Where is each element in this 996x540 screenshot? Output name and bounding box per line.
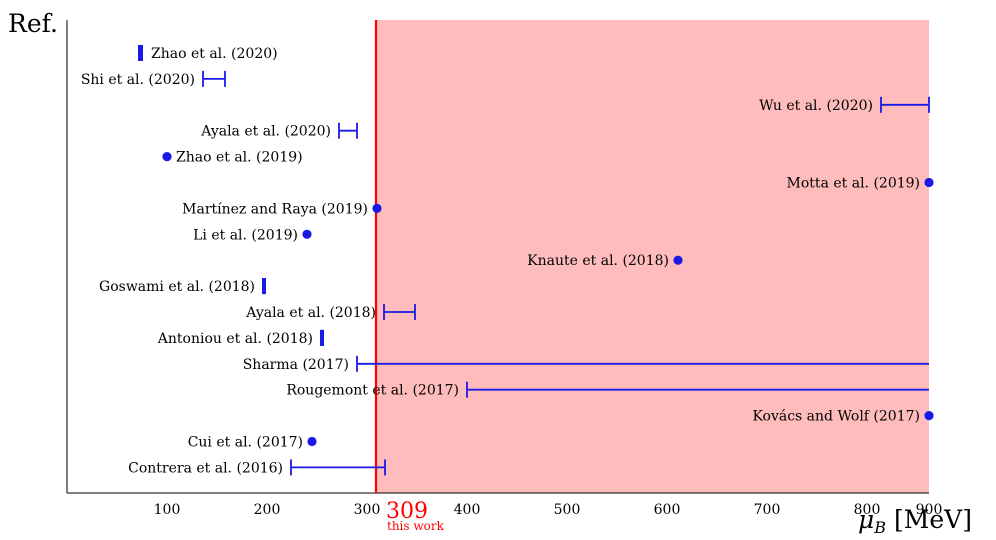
data-range-bar <box>262 278 266 295</box>
shaded-region <box>376 20 929 493</box>
entry: Martínez and Raya (2019) <box>182 201 382 217</box>
data-point <box>372 203 382 213</box>
entry: Cui et al. (2017) <box>188 435 317 451</box>
entry-label: Ayala et al. (2020) <box>200 124 331 140</box>
entry-label: Wu et al. (2020) <box>759 98 873 114</box>
entry-label: Ayala et al. (2018) <box>245 305 376 321</box>
y-axis-title: Ref. <box>8 9 58 38</box>
entry-label: Motta et al. (2019) <box>787 176 920 192</box>
entry-label: Goswami et al. (2018) <box>99 279 255 295</box>
entry-label: Cui et al. (2017) <box>188 435 303 451</box>
entry: Goswami et al. (2018) <box>99 278 266 295</box>
entry-label: Antoniou et al. (2018) <box>157 331 313 347</box>
entry-label: Zhao et al. (2019) <box>176 150 303 166</box>
data-point <box>924 177 934 188</box>
data-point <box>162 152 172 162</box>
entry: Kovács and Wolf (2017) <box>752 409 934 425</box>
x-tick-label: 800 <box>854 502 881 518</box>
entry-label: Li et al. (2019) <box>193 227 298 243</box>
data-point <box>673 255 683 265</box>
entry-label: Kovács and Wolf (2017) <box>752 409 920 425</box>
data-point <box>302 229 312 239</box>
this-work-value: 309 <box>386 499 428 524</box>
entry: Contrera et al. (2016) <box>128 459 386 476</box>
entry-label: Knaute et al. (2018) <box>527 253 669 269</box>
data-point <box>307 436 317 447</box>
entry: Sharma (2017) <box>243 355 929 373</box>
axis-labels: Ref. μB [MeV] <box>8 9 972 537</box>
entry: Shi et al. (2020) <box>81 70 226 88</box>
x-tick-label: 700 <box>754 502 781 518</box>
entry: Li et al. (2019) <box>193 227 312 243</box>
entry: Ayala et al. (2018) <box>245 304 416 321</box>
entry-label: Contrera et al. (2016) <box>128 460 283 476</box>
x-tick-label: 500 <box>554 502 581 518</box>
x-tick-label: 200 <box>254 502 281 518</box>
entry: Ayala et al. (2020) <box>200 122 358 140</box>
entry: Antoniou et al. (2018) <box>157 329 324 347</box>
entries-layer: Zhao et al. (2020) Shi et al. (2020) Wu et… <box>81 45 934 476</box>
shaded-region-layer <box>376 20 929 493</box>
entry: Rougemont et al. (2017) <box>286 381 929 399</box>
x-tick-label: 400 <box>454 502 481 518</box>
entry: Knaute et al. (2018) <box>527 253 683 269</box>
data-point <box>924 411 934 421</box>
entry-label: Sharma (2017) <box>243 357 349 373</box>
entry: Motta et al. (2019) <box>787 176 934 192</box>
x-tick-label: 900 <box>916 502 943 518</box>
entry-label: Rougemont et al. (2017) <box>286 383 459 399</box>
entry-label: Martínez and Raya (2019) <box>182 201 368 217</box>
x-tick-label: 300 <box>354 502 381 518</box>
entry-label: Shi et al. (2020) <box>81 72 195 88</box>
entry: Wu et al. (2020) <box>759 96 930 114</box>
x-axis-title: μB [MeV] <box>858 505 972 537</box>
x-tick-label: 100 <box>154 502 181 518</box>
data-range-bar <box>320 329 324 346</box>
entry-label: Zhao et al. (2020) <box>151 46 278 62</box>
x-tick-label: 600 <box>654 502 681 518</box>
entry: Zhao et al. (2020) <box>138 45 278 62</box>
this-work-label: this work <box>387 519 445 533</box>
data-range-bar <box>138 45 143 61</box>
entry: Zhao et al. (2019) <box>162 150 303 166</box>
